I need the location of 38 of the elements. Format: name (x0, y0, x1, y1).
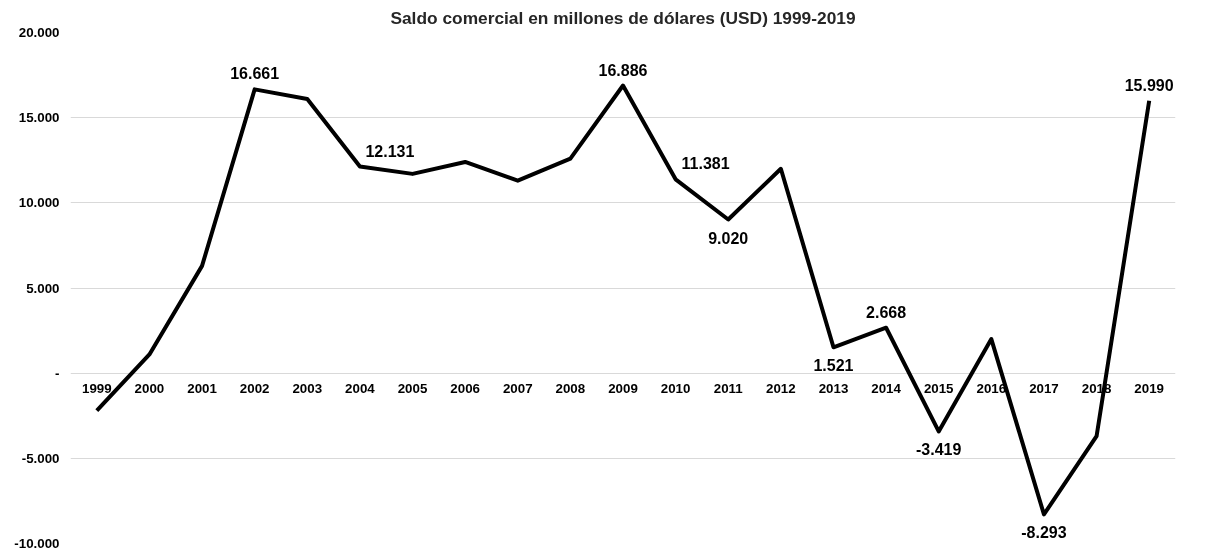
y-tick-label: 15.000 (18, 110, 60, 126)
data-label: -3.419 (916, 441, 962, 459)
data-label: 2.668 (866, 303, 907, 321)
y-tick-label: 20.000 (18, 25, 60, 40)
x-tick-label: 2001 (187, 381, 218, 397)
y-tick-label: - (55, 365, 60, 381)
x-tick-label: 2003 (292, 381, 323, 397)
data-label: 12.131 (365, 142, 415, 160)
data-label: 16.886 (598, 61, 648, 79)
data-label: 1.521 (813, 357, 854, 375)
chart-title: Saldo comercial en millones de dólares (USD) 1999-2019 (390, 7, 856, 28)
x-tick-label: 2002 (239, 381, 270, 397)
x-tick-label: 2007 (502, 381, 533, 397)
y-tick-label: 10.000 (18, 195, 60, 211)
data-label: -8.293 (1021, 524, 1067, 542)
y-tick-label: -5.000 (21, 450, 60, 466)
x-tick-label: 1999 (81, 381, 112, 397)
x-tick-label: 2013 (818, 381, 849, 397)
x-tick-label: 2004 (345, 381, 376, 397)
x-tick-label: 2017 (1029, 381, 1059, 397)
x-tick-label: 2008 (555, 381, 586, 397)
y-tick-label: -10.000 (14, 536, 60, 551)
data-label: 11.381 (681, 155, 730, 173)
x-tick-label: 2015 (923, 381, 955, 397)
data-label: 16.661 (230, 65, 280, 83)
data-label: 9.020 (708, 229, 749, 247)
x-tick-label: 2010 (660, 381, 691, 397)
data-label: 15.990 (1124, 76, 1174, 94)
x-tick-label: 2012 (766, 381, 796, 397)
y-tick-label: 5.000 (26, 280, 60, 296)
x-tick-label: 2016 (976, 381, 1007, 397)
x-tick-label: 2014 (871, 381, 902, 397)
x-tick-label: 2011 (713, 381, 744, 397)
x-tick-label: 2005 (397, 381, 428, 397)
x-tick-label: 2019 (1134, 381, 1165, 397)
x-tick-label: 2006 (450, 381, 480, 397)
x-tick-label: 2009 (608, 381, 638, 397)
x-tick-label: 2000 (134, 381, 165, 397)
